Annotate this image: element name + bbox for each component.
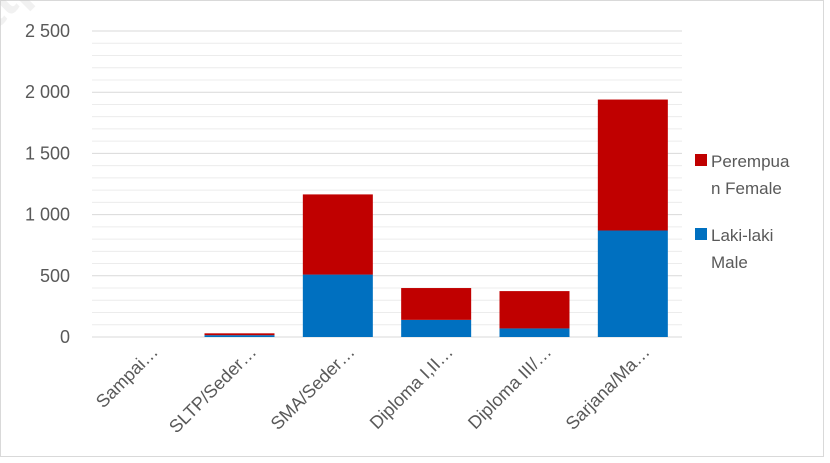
x-tick-label: SLTP/Seder… (165, 342, 260, 437)
bar-segment (204, 335, 275, 337)
y-tick-label: 500 (40, 266, 70, 286)
legend-label: Laki-laki (711, 226, 773, 245)
x-tick-label: SMA/Seder… (267, 342, 359, 434)
legend-swatch (695, 228, 707, 240)
y-tick-label: 2 500 (25, 21, 70, 41)
bar-segment (401, 288, 472, 320)
legend-label: n Female (711, 179, 782, 198)
bar-segment (499, 291, 570, 329)
bar-segment (597, 230, 668, 337)
x-tick-label: Sampai… (92, 342, 162, 412)
y-tick-label: 1 000 (25, 205, 70, 225)
legend-label: Perempua (711, 152, 790, 171)
chart-frame (0, 0, 824, 457)
legend-label: Male (711, 253, 748, 272)
bar-segment (302, 194, 373, 275)
bar-segment (302, 274, 373, 337)
bar-segment (401, 319, 472, 337)
legend-swatch (695, 154, 707, 166)
y-tick-label: 0 (60, 327, 70, 347)
bar-segment (499, 328, 570, 337)
bar-segment (204, 333, 275, 336)
x-tick-label: Diploma I,II… (366, 342, 457, 433)
x-tick-label: Sarjana/Ma… (562, 342, 654, 434)
x-tick-label: Diploma III/… (464, 342, 555, 433)
y-tick-label: 2 000 (25, 82, 70, 102)
y-tick-label: 1 500 (25, 143, 70, 163)
bar-segment (597, 99, 668, 231)
